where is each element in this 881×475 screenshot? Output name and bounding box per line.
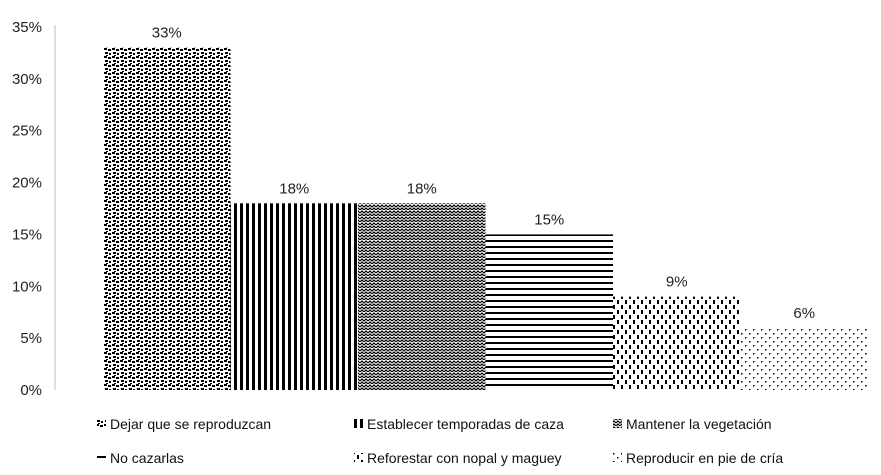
legend-label: Mantener la vegetación bbox=[626, 416, 772, 432]
data-label: 9% bbox=[666, 274, 688, 291]
legend: Dejar que se reproduzcan Establecer tempo… bbox=[97, 416, 783, 466]
bars bbox=[103, 47, 868, 390]
bar-6 bbox=[740, 327, 868, 390]
bar-1 bbox=[103, 47, 231, 390]
y-tick-label: 35% bbox=[12, 19, 42, 36]
data-label: 18% bbox=[407, 180, 437, 197]
legend-label: Reproducir en pie de cría bbox=[626, 450, 783, 466]
data-label: 18% bbox=[279, 180, 309, 197]
y-tick-label: 25% bbox=[12, 123, 42, 140]
bar-4 bbox=[485, 234, 613, 390]
data-label: 15% bbox=[534, 211, 564, 228]
y-tick-label: 15% bbox=[12, 226, 42, 243]
data-labels: 33% 18% 18% 15% 9% 6% bbox=[152, 25, 815, 322]
legend-swatch bbox=[354, 453, 363, 462]
legend-label: Establecer temporadas de caza bbox=[367, 416, 564, 432]
y-tick-label: 0% bbox=[20, 382, 42, 399]
y-axis: 0% 5% 10% 15% 20% 25% 30% 35% bbox=[12, 19, 56, 399]
legend-swatch bbox=[97, 419, 106, 428]
data-label: 6% bbox=[793, 305, 815, 322]
legend-label: Dejar que se reproduzcan bbox=[110, 416, 271, 432]
y-tick-label: 30% bbox=[12, 71, 42, 88]
legend-swatch bbox=[97, 453, 106, 462]
y-tick-label: 5% bbox=[20, 330, 42, 347]
data-label: 33% bbox=[152, 25, 182, 42]
legend-swatch bbox=[613, 453, 622, 462]
bar-5 bbox=[613, 296, 741, 390]
legend-label: No cazarlas bbox=[110, 450, 184, 466]
legend-label: Reforestar con nopal y maguey bbox=[367, 450, 562, 466]
bar-2 bbox=[230, 203, 358, 390]
legend-swatch bbox=[613, 419, 622, 428]
bar-3 bbox=[358, 203, 486, 390]
y-tick-label: 10% bbox=[12, 278, 42, 295]
y-tick-label: 20% bbox=[12, 175, 42, 192]
legend-swatch bbox=[354, 419, 363, 428]
